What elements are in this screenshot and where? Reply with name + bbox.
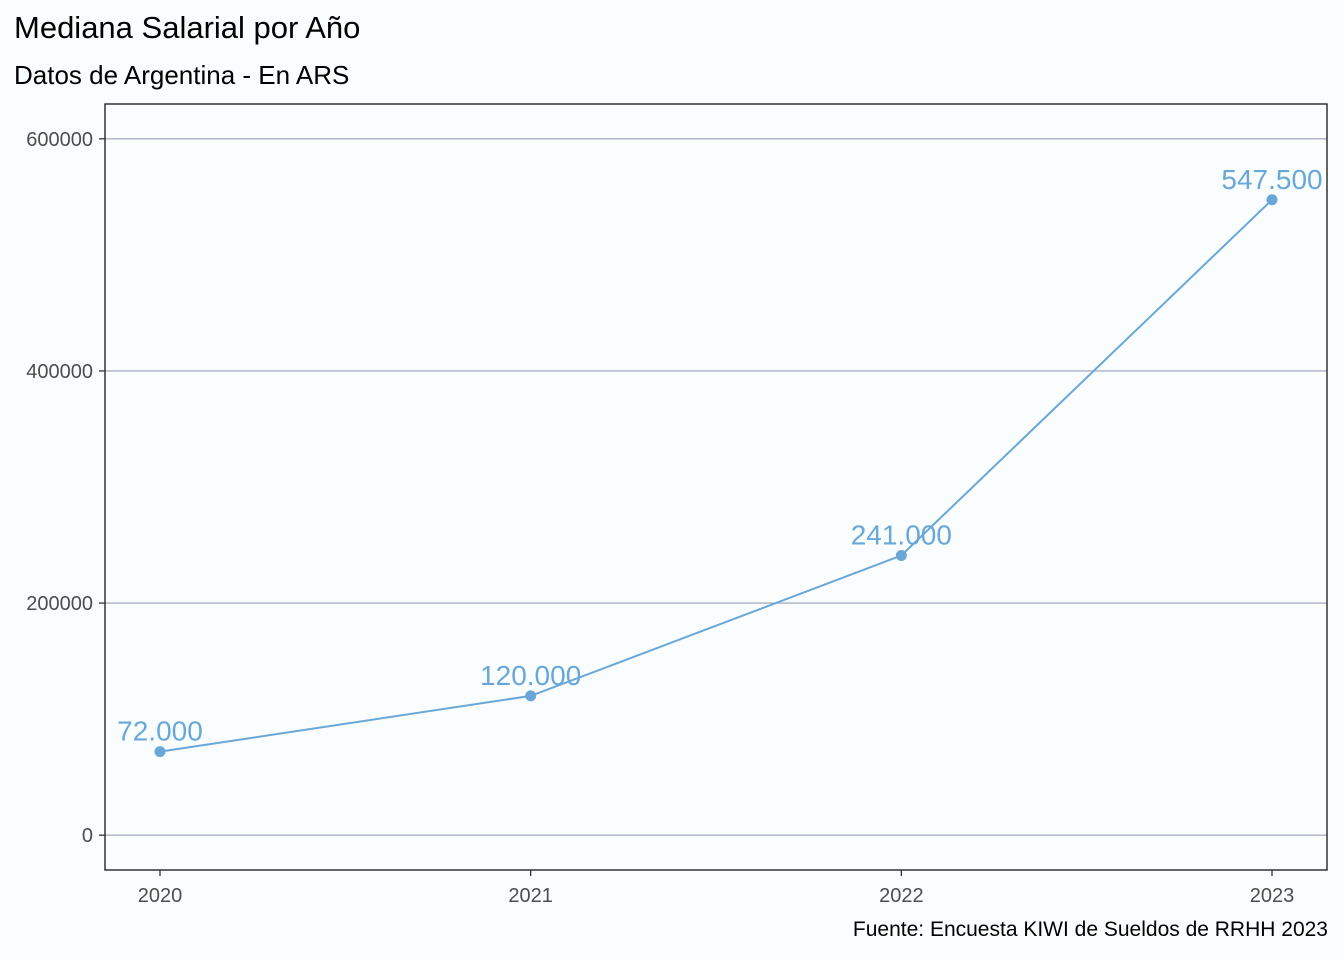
data-label: 72.000 xyxy=(117,716,203,747)
data-point xyxy=(154,746,166,758)
grid-lines xyxy=(105,138,1327,836)
y-tick-label: 200000 xyxy=(26,593,93,615)
y-axis: 0 200000 400000 600000 xyxy=(26,129,105,847)
x-tick-label: 2020 xyxy=(138,885,183,907)
y-tick-label: 0 xyxy=(82,825,93,847)
data-point xyxy=(525,690,537,702)
plot-panel-border xyxy=(104,103,1328,871)
data-point xyxy=(895,549,907,561)
y-tick-label: 600000 xyxy=(26,129,93,151)
data-label: 241.000 xyxy=(851,519,952,550)
chart-caption: Fuente: Encuesta KIWI de Sueldos de RRHH… xyxy=(852,918,1328,941)
y-tick-label: 400000 xyxy=(26,361,93,383)
x-tick-label: 2022 xyxy=(879,885,924,907)
data-labels: 72.000 120.000 241.000 547.500 xyxy=(117,164,1322,747)
x-tick-label: 2021 xyxy=(508,885,553,907)
data-point xyxy=(1266,194,1278,206)
x-axis: 2020 2021 2022 2023 xyxy=(138,870,1295,907)
series-line xyxy=(159,199,1273,753)
data-label: 120.000 xyxy=(480,660,581,691)
data-label: 547.500 xyxy=(1221,164,1322,195)
data-points xyxy=(154,194,1278,758)
chart-title: Mediana Salarial por Año xyxy=(14,10,361,45)
x-tick-label: 2023 xyxy=(1250,885,1295,907)
chart-subtitle: Datos de Argentina - En ARS xyxy=(14,60,350,90)
